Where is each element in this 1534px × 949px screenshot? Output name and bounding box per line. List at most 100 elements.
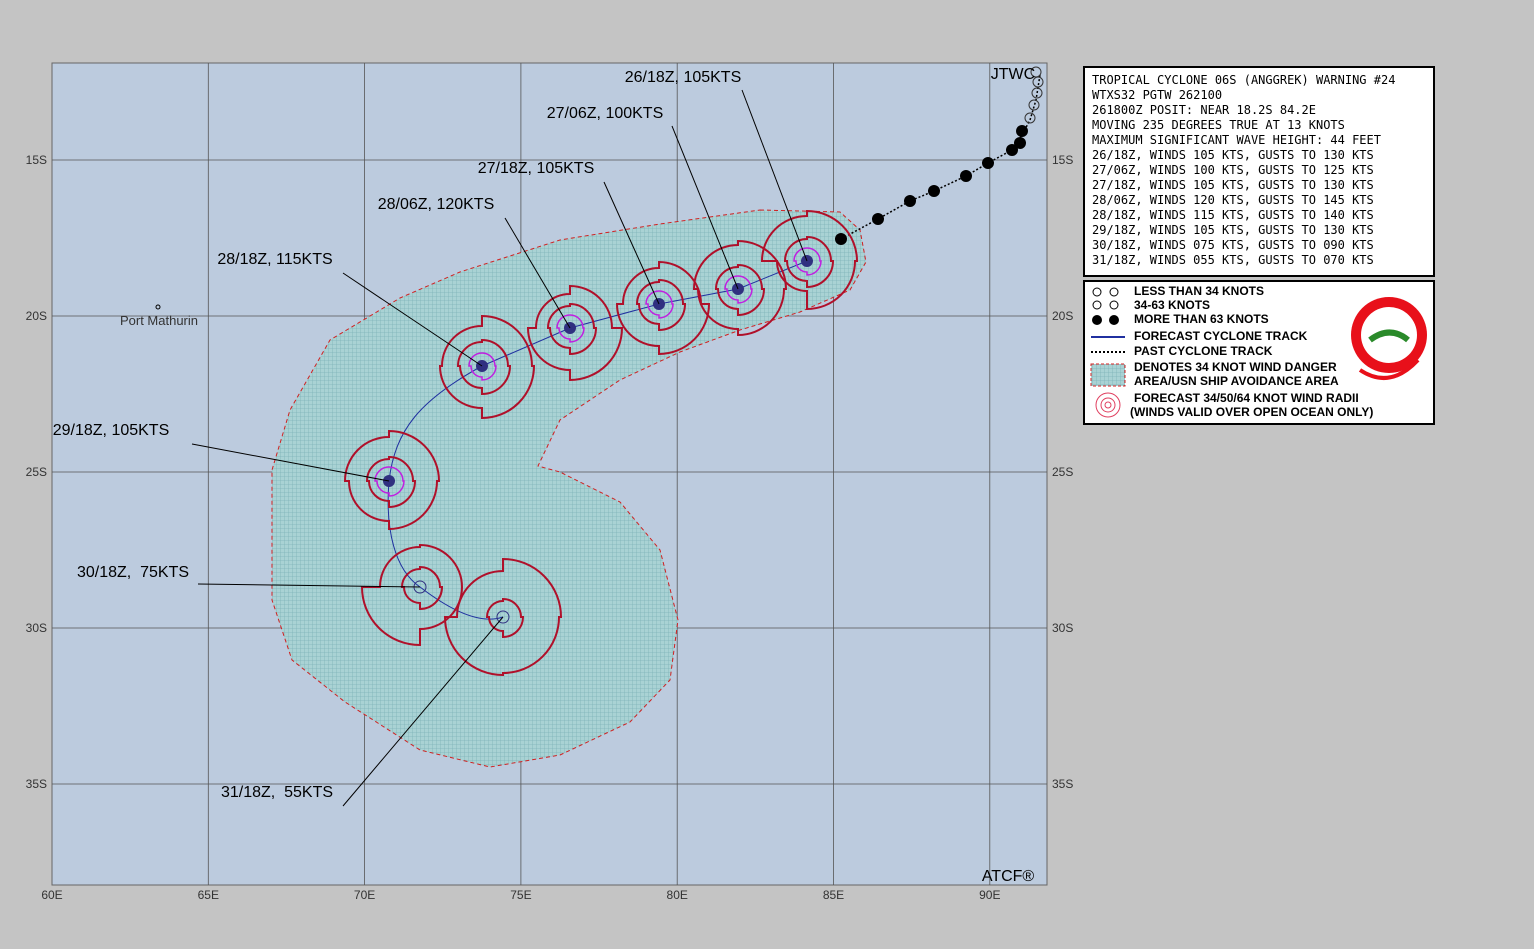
lat-label: 30S bbox=[1052, 621, 1073, 635]
label-leader bbox=[342, 616, 504, 807]
warning-line: 26/18Z, WINDS 105 KTS, GUSTS TO 130 KTS bbox=[1092, 148, 1374, 162]
warning-line: 30/18Z, WINDS 075 KTS, GUSTS TO 090 KTS bbox=[1092, 238, 1374, 252]
wind-radii-50 bbox=[714, 263, 766, 317]
legend-item: (WINDS VALID OVER OPEN OCEAN ONLY) bbox=[1130, 405, 1373, 419]
lat-label: 25S bbox=[1052, 465, 1073, 479]
lon-label: 65E bbox=[198, 888, 219, 902]
lat-label: 30S bbox=[26, 621, 47, 635]
label-leader bbox=[342, 272, 483, 367]
forecast-label: 27/18Z, 105KTS bbox=[478, 160, 595, 177]
past-position bbox=[872, 213, 884, 225]
past-position bbox=[1031, 87, 1043, 99]
danger-area bbox=[271, 209, 867, 768]
wind-radii-50 bbox=[546, 302, 598, 356]
wind-radii-50 bbox=[783, 235, 835, 289]
past-position bbox=[982, 157, 994, 169]
warning-line: 28/18Z, WINDS 115 KTS, GUSTS TO 140 KTS bbox=[1092, 208, 1374, 222]
agency-label: JTWC bbox=[991, 66, 1035, 83]
graticule: 60E 65E 70E 75E 80E 85E 90E 15S 15S 20S 20S 25S 25S 3… bbox=[26, 63, 1073, 902]
storm-marks: 26/18Z, 105KTS 27/06Z, 100KTS 27/18Z, 105K… bbox=[53, 66, 1044, 807]
past-position bbox=[835, 233, 847, 245]
wind-radii-34 bbox=[692, 239, 788, 337]
lon-label: 60E bbox=[41, 888, 62, 902]
legend-item: LESS THAN 34 KNOTS bbox=[1134, 284, 1264, 298]
warning-line: 261800Z POSIT: NEAR 18.2S 84.2E bbox=[1092, 103, 1316, 117]
forecast-label: 28/18Z, 115KTS bbox=[217, 251, 332, 268]
past-position bbox=[1030, 66, 1042, 78]
warning-text: TROPICAL CYCLONE 06S (ANGGREK) WARNING #… bbox=[1092, 73, 1395, 267]
legend-item: FORECAST 34/50/64 KNOT WIND RADII bbox=[1134, 391, 1359, 405]
forecast-label: 28/06Z, 120KTS bbox=[378, 196, 495, 213]
lat-label: 35S bbox=[26, 777, 47, 791]
forecast-position bbox=[496, 610, 510, 624]
wind-radii-64 bbox=[645, 290, 674, 319]
wind-radii-34 bbox=[615, 260, 711, 356]
wind-radii-34 bbox=[526, 284, 624, 382]
past-position bbox=[960, 170, 972, 182]
warning-box bbox=[1083, 66, 1435, 277]
lon-label: 90E bbox=[979, 888, 1000, 902]
wind-radii-34 bbox=[438, 314, 536, 420]
warning-line: 27/18Z, WINDS 105 KTS, GUSTS TO 130 KTS bbox=[1092, 178, 1374, 192]
forecast-label: 30/18Z, 75KTS bbox=[77, 564, 189, 581]
past-position bbox=[928, 185, 940, 197]
legend-item: AREA/USN SHIP AVOIDANCE AREA bbox=[1134, 374, 1339, 388]
lat-label: 15S bbox=[26, 153, 47, 167]
warning-line: MOVING 235 DEGREES TRUE AT 13 KNOTS bbox=[1092, 118, 1345, 132]
legend-item: DENOTES 34 KNOT WIND DANGER bbox=[1134, 360, 1337, 374]
warning-line: 29/18Z, WINDS 105 KTS, GUSTS TO 130 KTS bbox=[1092, 223, 1374, 237]
past-position bbox=[904, 195, 916, 207]
past-position bbox=[1006, 144, 1018, 156]
wind-radii-50 bbox=[365, 455, 417, 509]
wind-radii-34 bbox=[760, 209, 859, 311]
warning-line: 31/18Z, WINDS 055 KTS, GUSTS TO 070 KTS bbox=[1092, 253, 1374, 267]
wind-radii-50 bbox=[400, 565, 444, 611]
wind-radii-34 bbox=[343, 429, 441, 531]
wind-radii-50 bbox=[485, 597, 525, 639]
past-position bbox=[1016, 125, 1028, 137]
lon-label: 85E bbox=[823, 888, 844, 902]
island bbox=[155, 304, 161, 310]
forecast-label: 26/18Z, 105KTS bbox=[625, 69, 742, 86]
past-position bbox=[1024, 112, 1036, 124]
wind-radii-34 bbox=[360, 543, 464, 647]
lon-label: 70E bbox=[354, 888, 375, 902]
warning-line: TROPICAL CYCLONE 06S (ANGGREK) WARNING #… bbox=[1092, 73, 1395, 87]
label-leader bbox=[741, 89, 808, 262]
warning-line: WTXS32 PGTW 262100 bbox=[1092, 88, 1222, 102]
wind-radii-64 bbox=[468, 352, 497, 381]
lat-label: 20S bbox=[1052, 309, 1073, 323]
lon-label: 80E bbox=[667, 888, 688, 902]
warning-line: MAXIMUM SIGNIFICANT WAVE HEIGHT: 44 FEET bbox=[1092, 133, 1381, 147]
wind-radii-50 bbox=[635, 278, 687, 332]
past-position bbox=[1028, 99, 1040, 111]
label-leader bbox=[504, 217, 571, 329]
lat-label: 20S bbox=[26, 309, 47, 323]
lat-label: 15S bbox=[1052, 153, 1073, 167]
legend-item: PAST CYCLONE TRACK bbox=[1134, 344, 1273, 358]
forecast-label: 27/06Z, 100KTS bbox=[547, 105, 664, 122]
forecast-label: 31/18Z, 55KTS bbox=[221, 784, 333, 801]
legend-item: MORE THAN 63 KNOTS bbox=[1134, 312, 1269, 326]
legend-item: FORECAST CYCLONE TRACK bbox=[1134, 329, 1308, 343]
label-leader bbox=[191, 443, 390, 482]
wind-radii-50 bbox=[456, 338, 512, 396]
lon-label: 75E bbox=[510, 888, 531, 902]
label-leader bbox=[603, 181, 660, 305]
wind-radii-34 bbox=[443, 557, 563, 677]
legend-symbols bbox=[1090, 287, 1427, 418]
place-label: Port Mathurin bbox=[120, 313, 198, 328]
lat-label: 25S bbox=[26, 465, 47, 479]
forecast-label: 29/18Z, 105KTS bbox=[53, 422, 170, 439]
warning-line: 27/06Z, WINDS 100 KTS, GUSTS TO 125 KTS bbox=[1092, 163, 1374, 177]
wind-radii-64 bbox=[793, 247, 822, 276]
wind-radii-64 bbox=[724, 275, 753, 304]
label-leader bbox=[671, 125, 739, 290]
past-position bbox=[1014, 137, 1026, 149]
lat-label: 35S bbox=[1052, 777, 1073, 791]
label-leader bbox=[197, 583, 421, 588]
legend-item: 34-63 KNOTS bbox=[1134, 298, 1210, 312]
wind-radii-64 bbox=[556, 314, 585, 343]
